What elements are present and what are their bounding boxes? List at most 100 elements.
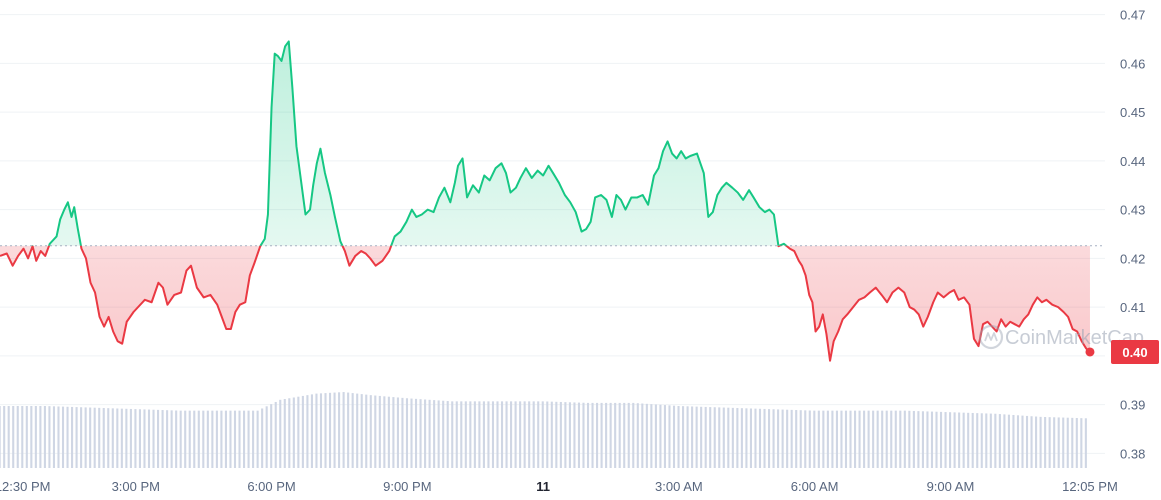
volume-bar bbox=[338, 392, 341, 468]
volume-bar bbox=[229, 410, 232, 468]
volume-bar bbox=[215, 410, 218, 468]
volume-bar bbox=[491, 401, 495, 468]
area-fill-up bbox=[49, 41, 787, 246]
volume-bar bbox=[695, 406, 698, 468]
volume-bar bbox=[310, 394, 313, 468]
volume-bar bbox=[419, 399, 422, 468]
volume-bar bbox=[840, 410, 843, 468]
volume-bar bbox=[994, 413, 997, 468]
volume-bar bbox=[799, 410, 802, 468]
volume-bar bbox=[1053, 417, 1056, 468]
volume-bar bbox=[1016, 415, 1020, 468]
volume-bar bbox=[514, 401, 517, 468]
volume-bar bbox=[138, 409, 142, 468]
volume-bar bbox=[921, 411, 924, 468]
volume-bar bbox=[899, 410, 902, 468]
volume-bar bbox=[885, 410, 888, 468]
volume-bar bbox=[641, 403, 644, 468]
volume-bar bbox=[147, 409, 151, 468]
volume-bar bbox=[1071, 417, 1074, 468]
y-tick-label: 0.41 bbox=[1120, 300, 1145, 315]
volume-bar bbox=[700, 406, 703, 468]
volume-bar bbox=[442, 400, 445, 468]
volume-bar bbox=[414, 398, 418, 468]
volume-bar bbox=[25, 406, 28, 468]
volume-bar bbox=[193, 410, 196, 468]
volume-bar bbox=[175, 410, 178, 468]
volume-bar bbox=[424, 399, 427, 468]
volume-bar bbox=[220, 410, 223, 468]
volume-bar bbox=[781, 409, 784, 468]
volume-bar bbox=[550, 401, 553, 468]
volume-bar bbox=[912, 410, 915, 468]
volume-bar bbox=[731, 407, 734, 468]
price-line bbox=[0, 40, 1091, 362]
volume-bar bbox=[835, 410, 838, 468]
volume-bar bbox=[763, 408, 766, 468]
volume-bar bbox=[410, 398, 413, 468]
volume-bar bbox=[71, 406, 74, 468]
volume-bar bbox=[333, 392, 336, 468]
volume-bar bbox=[288, 398, 291, 468]
volume-bar bbox=[645, 403, 648, 468]
volume-bar bbox=[265, 406, 268, 468]
volume-bar bbox=[1080, 418, 1083, 468]
volume-bar bbox=[564, 402, 567, 468]
volume-bar bbox=[586, 402, 590, 468]
volume-bar bbox=[98, 407, 101, 468]
volume-bar bbox=[727, 407, 730, 468]
volume-bar bbox=[786, 409, 789, 468]
volume-bar bbox=[967, 412, 970, 468]
volume-bar bbox=[962, 412, 965, 468]
volume-bar bbox=[252, 410, 255, 468]
volume-bar bbox=[976, 413, 979, 468]
volume-bar bbox=[609, 402, 612, 468]
volume-bar bbox=[523, 401, 526, 468]
volume-bar bbox=[537, 401, 540, 468]
volume-bar bbox=[709, 407, 712, 468]
volume-bar bbox=[1030, 416, 1033, 468]
volume-bar bbox=[754, 408, 757, 468]
volume-bar bbox=[546, 401, 549, 468]
volume-bar bbox=[1048, 417, 1051, 468]
volume-bar bbox=[944, 412, 947, 468]
volume-bar bbox=[559, 401, 562, 468]
volume-bar bbox=[93, 407, 96, 468]
volume-bar bbox=[777, 409, 780, 468]
coinmarketcap-logo-icon bbox=[978, 324, 1004, 350]
x-axis-ticks: 12:30 PM 3:00 PM 6:00 PM 9:00 PM 11 3:00 AM 6:… bbox=[0, 479, 1118, 494]
volume-bar bbox=[745, 408, 748, 468]
volume-bar bbox=[582, 402, 585, 468]
volume-bar bbox=[826, 410, 829, 468]
volume-bar bbox=[505, 401, 508, 468]
volume-bar bbox=[3, 406, 6, 468]
volume-bar bbox=[1025, 415, 1029, 468]
volume-bar bbox=[713, 407, 716, 468]
y-axis-ticks: 0.47 0.46 0.45 0.44 0.43 0.42 0.41 0.40 0.39 0.38 bbox=[1120, 8, 1145, 462]
last-price-dot bbox=[1085, 347, 1095, 357]
watermark-text: CoinMarketCap bbox=[1005, 327, 1144, 349]
volume-bar bbox=[528, 401, 531, 468]
y-tick-label: 0.43 bbox=[1120, 203, 1145, 218]
volume-bar bbox=[143, 409, 146, 468]
volume-bar bbox=[396, 397, 399, 468]
volume-bar bbox=[596, 402, 599, 468]
volume-bar bbox=[736, 408, 739, 468]
area-fill-down bbox=[0, 245, 1090, 361]
volume-bar bbox=[767, 409, 771, 468]
x-tick-label: 11 bbox=[536, 479, 550, 494]
volume-bar bbox=[433, 400, 436, 468]
volume-bar bbox=[57, 406, 60, 468]
volume-bar bbox=[686, 406, 689, 468]
volume-bar bbox=[116, 408, 119, 468]
x-tick-label: 3:00 AM bbox=[655, 479, 703, 494]
volume-bar bbox=[632, 402, 635, 468]
volume-bar bbox=[455, 401, 458, 468]
volume-bar bbox=[478, 401, 481, 468]
volume-bar bbox=[392, 397, 395, 468]
volume-bar bbox=[437, 400, 440, 468]
volume-bar bbox=[328, 392, 332, 468]
volume-bar bbox=[247, 410, 250, 468]
volume-bar bbox=[446, 401, 449, 468]
